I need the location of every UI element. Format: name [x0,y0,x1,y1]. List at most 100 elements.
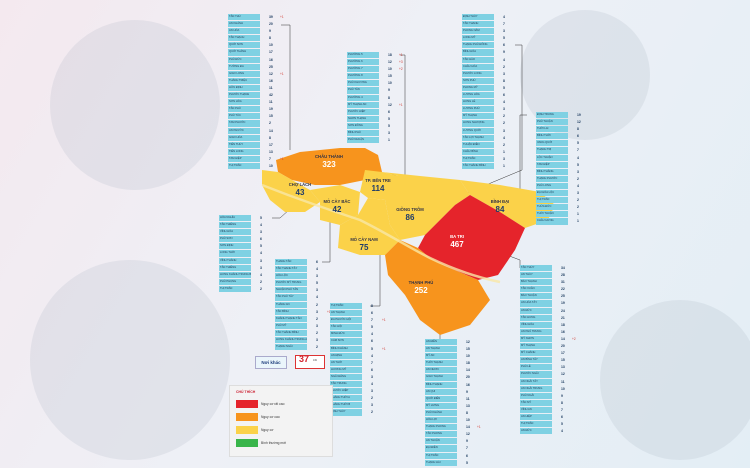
ward-count: 6 [466,453,468,458]
district-chau-thanh[interactable] [276,148,382,185]
ward-name: THỚI LAI [536,126,568,133]
ward-count: 3 [316,309,318,314]
district-thanh-phu[interactable] [385,240,490,335]
district-binh-dai[interactable] [460,180,555,228]
ward-count: 6 [371,311,373,316]
ward-count: 6 [371,367,373,372]
ward-name: VĨNH HÒA [520,321,552,328]
district-giong-trom[interactable] [382,172,470,240]
ward-name: HÒA LỘC [275,273,307,280]
ward-name: AN NGÃI TÂY [520,378,552,385]
ward-name: NHUẬN PHÚ TÂN [275,287,307,294]
ward-name: GIAO THẠNH [425,374,457,381]
district-count-8: 252 [414,286,428,295]
ward-count: 7 [561,407,563,412]
ward-count: 11 [269,85,273,90]
ward-count: 3 [316,338,318,343]
ward-name: CHÂU HƯNG [536,218,568,225]
ward-count: 5 [503,36,505,41]
ward-count: 3 [316,274,318,279]
ward-name: PHƯỜNG 7 [347,66,379,73]
district-mo-cay-nam[interactable] [338,198,400,255]
ward-count: 8 [466,410,468,415]
ward-count: 39 [269,15,273,19]
virus-decoration-1 [50,20,220,190]
ward-name: PHÚ SƠN [219,236,251,243]
ward-count: 2 [577,198,579,203]
ward-count: 4 [503,15,505,19]
ward-name: TAM PHƯỚC [228,120,260,127]
ward-count: 12 [577,120,581,125]
ward-name: THÀNH THỚI B [330,402,362,409]
district-count-6: 75 [359,243,369,252]
ward-name: PHÚ PHỤNG [219,278,251,285]
ward-name: AN PHÚ TRUNG [520,328,552,335]
ward-name: AN THẠNH [425,346,457,353]
ward-count: 3 [503,107,505,112]
ward-name: TÂN PHÚ [228,106,260,113]
ward-count: 13 [466,403,470,408]
ward-name: HƯNG KHÁNH TRUNG A [275,337,307,344]
ward-count: 5 [388,116,390,121]
ward-name: HƯNG KHÁNH TRUNG B [219,271,251,278]
ward-delta: +1 [327,309,331,314]
ward-count: 5 [260,244,262,249]
district-count-1: 323 [322,160,336,169]
connector-chau-thanh [281,24,291,150]
district-count-2: 42 [332,205,342,214]
ward-name: TIÊN THỦY [228,141,260,148]
ward-name: THỚI THẠNH [425,360,457,367]
ward-count: 12 [466,340,470,344]
ward-count: 24 [561,308,565,313]
ward-count: 8 [371,304,373,308]
ward-delta: +1 [280,156,284,161]
ward-count: 3 [503,29,505,34]
ward-count: 10 [388,81,392,86]
connector-ben-tre [390,54,406,176]
ward-count: 4 [371,332,373,337]
ward-count: 5 [561,422,563,427]
ward-count: 19 [269,107,273,112]
ward-count: 6 [316,260,318,264]
ward-name: CHÂU BÌNH [462,148,494,155]
ward-name: SƠN ĐỊNH [219,243,251,250]
ward-name: TÂN LỢI THẠNH [462,134,494,141]
ward-count: 3 [316,323,318,328]
ward-count: 3 [577,191,579,196]
ward-delta: +1 [280,15,284,19]
ward-count: 4 [260,223,262,228]
ward-name: BÌNH THẠNH [425,381,457,388]
ward-name: LỘC THUẬN [536,154,568,161]
ward-name: PHƯỚC MỸ TRUNG [275,280,307,287]
ward-count: 6 [388,109,390,114]
ward-name: AN KHÁNH [228,21,260,28]
ward-name: TÂN THIỀNG [219,222,251,229]
ward-name: AN THỦY [520,272,552,279]
ward-count: 3 [503,128,505,133]
ward-name: TÂN THIỀNG [219,264,251,271]
ward-name: AN ĐỨC [520,428,552,435]
district-name-5: BÌNH ĐẠI [490,199,510,204]
ward-name: PHÚ TÂN [347,87,379,94]
ward-count: 15 [466,347,470,352]
ward-name: PHÚ MỸ [275,322,307,329]
ward-count: 10 [466,354,470,359]
ward-count: 1 [577,212,579,217]
district-ba-tri[interactable] [418,195,525,280]
ward-name: PHƯỚC HIỆP [330,388,362,395]
ward-count: 2 [260,286,262,291]
ward-name: PHƯỚC NGÃI [520,371,552,378]
ward-count: 6 [371,339,373,344]
ward-name: THẠNH PHONG [425,424,457,431]
district-name-0: CHỢ LÁCH [288,182,312,187]
ward-name: MỸ HƯNG [425,402,457,409]
ward-count: 1 [503,163,505,168]
ward-name: HƯNG NHƯỢNG [462,120,494,127]
ward-count: 14 [269,128,273,133]
ward-name: PHÚ KHƯƠNG [347,80,379,87]
ward-count: 20 [561,344,565,349]
ward-count: 16 [466,382,470,387]
ward-name: TIÊN LONG [228,148,260,155]
ward-name: ĐỊNH THỦY [462,14,494,21]
ward-name: ĐẠI ĐIỀN [425,445,457,452]
